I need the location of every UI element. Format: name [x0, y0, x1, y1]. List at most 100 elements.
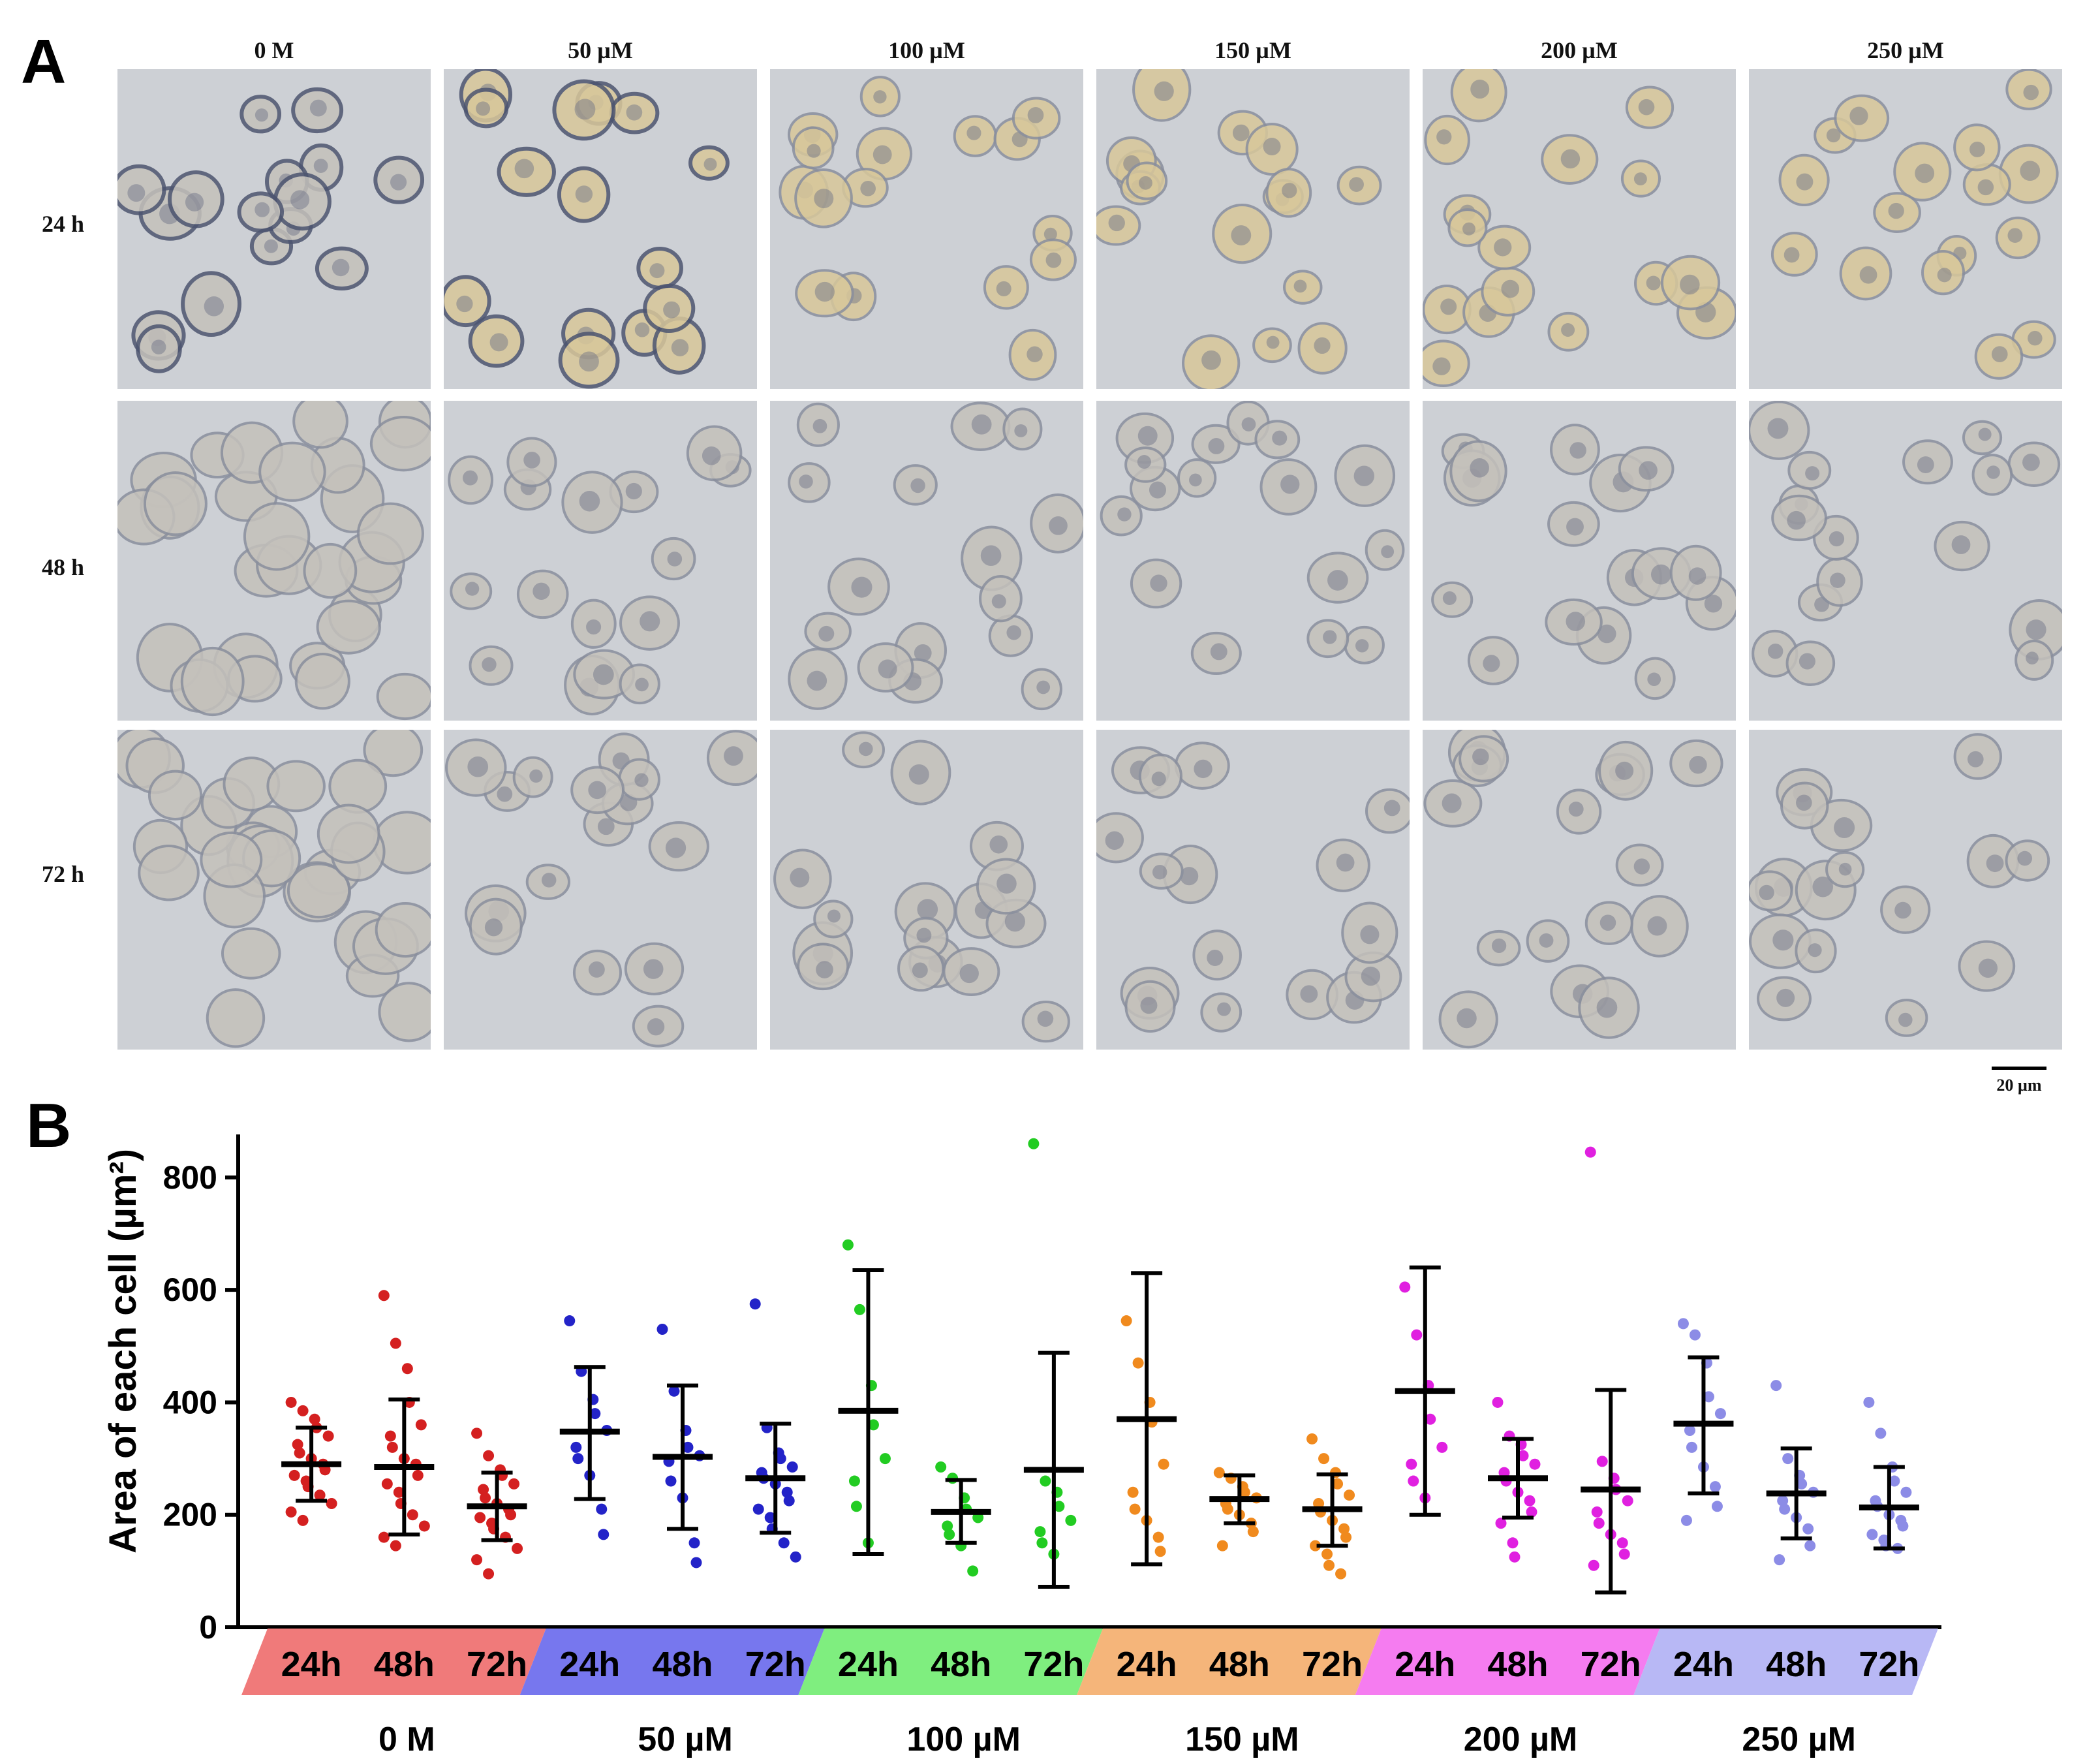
data-point: [1796, 1478, 1808, 1490]
cell-nucleus: [2023, 84, 2039, 101]
cell: [445, 738, 507, 797]
data-point: [294, 1447, 305, 1459]
micrograph-tile: [1749, 730, 2062, 1050]
micrograph-tile: [117, 401, 431, 721]
cell: [1902, 439, 1953, 485]
cell-nucleus: [724, 746, 743, 766]
data-point: [570, 1441, 582, 1453]
group-label: 100 µM: [906, 1721, 1020, 1758]
cell: [788, 462, 831, 503]
micrograph-tile: [1423, 69, 1736, 389]
cell-nucleus: [626, 104, 643, 121]
cell-nucleus: [2026, 619, 2046, 640]
cell-nucleus: [1986, 854, 2004, 873]
data-point: [879, 1453, 891, 1465]
cell: [619, 663, 660, 705]
cell: [983, 265, 1029, 310]
cell: [893, 464, 938, 506]
data-point: [474, 1512, 486, 1523]
panel-a-letter: A: [21, 27, 67, 97]
data-point: [1779, 1503, 1791, 1515]
cell-nucleus: [1783, 247, 1800, 263]
data-point: [1222, 1503, 1233, 1515]
row-label-24h: 24 h: [42, 211, 85, 237]
cell: [1885, 999, 1928, 1037]
data-point: [1406, 1458, 1417, 1470]
cell: [1625, 86, 1675, 129]
cell: [315, 246, 369, 290]
cell: [1431, 581, 1474, 618]
cell: [1438, 990, 1498, 1049]
cell-nucleus: [1483, 655, 1500, 672]
data-point: [1247, 1526, 1259, 1538]
data-point: [1129, 1503, 1141, 1515]
cell: [2005, 69, 2052, 110]
cell-nucleus: [1569, 442, 1586, 459]
data-point: [1154, 1546, 1166, 1557]
cell: [1780, 781, 1829, 830]
cell: [1893, 142, 1952, 202]
cell-nucleus: [1037, 1010, 1054, 1027]
y-tick-label: 800: [163, 1159, 217, 1196]
cell: [557, 166, 611, 223]
data-point: [483, 1568, 495, 1580]
cell-nucleus: [579, 351, 599, 372]
cell: [497, 146, 556, 197]
cell-nucleus: [1293, 279, 1307, 293]
cell-nucleus: [2007, 228, 2023, 243]
time-label: 24h: [1117, 1645, 1177, 1684]
cell-nucleus: [703, 157, 717, 171]
cell: [1459, 735, 1509, 783]
group-band: [1355, 1629, 1660, 1695]
time-label: 48h: [1766, 1645, 1827, 1684]
cell-nucleus: [1633, 858, 1650, 875]
cell: [979, 574, 1023, 623]
cell-nucleus: [908, 764, 929, 785]
cell: [200, 831, 263, 888]
data-point: [1321, 1548, 1333, 1560]
cell: [1177, 458, 1217, 498]
cell: [316, 599, 381, 655]
cell: [1011, 97, 1061, 140]
column-label-0m: 0 M: [254, 37, 294, 63]
cell-nucleus: [390, 174, 407, 191]
cell-nucleus: [873, 90, 887, 104]
cell-nucleus: [1986, 465, 2000, 479]
cell-nucleus: [1598, 624, 1616, 644]
cell: [1139, 852, 1184, 890]
cell: [1971, 454, 2013, 496]
data-point: [854, 1303, 865, 1315]
data-point: [1770, 1380, 1782, 1392]
cell: [1476, 929, 1521, 967]
data-point: [850, 1501, 862, 1512]
data-point: [418, 1520, 430, 1532]
cell: [1334, 444, 1396, 507]
cell-nucleus: [489, 333, 508, 352]
cell-nucleus: [1027, 346, 1043, 362]
cell-nucleus: [814, 189, 834, 209]
cell: [1423, 339, 1470, 387]
data-point: [1216, 1540, 1228, 1552]
cell-nucleus: [597, 818, 615, 835]
y-axis-label: Area of each cell (µm²): [102, 1149, 144, 1553]
cell-nucleus: [1796, 794, 1812, 811]
cell: [1834, 94, 1890, 142]
data-point: [783, 1495, 795, 1506]
cell-nucleus: [916, 928, 932, 943]
data-point: [480, 1492, 491, 1504]
cell: [1995, 216, 2041, 260]
cell: [1778, 153, 1830, 207]
cell: [168, 170, 224, 228]
cell-nucleus: [851, 576, 872, 598]
cell: [619, 595, 680, 651]
data-point: [1591, 1506, 1603, 1518]
data-point: [1889, 1475, 1900, 1487]
cell-nucleus: [1991, 346, 2008, 362]
cell: [221, 927, 281, 980]
cell: [1021, 1000, 1070, 1043]
cell-nucleus: [1014, 424, 1028, 437]
cell: [788, 647, 848, 710]
cell-nucleus: [255, 108, 269, 122]
cell: [686, 425, 743, 482]
cell: [468, 314, 525, 368]
